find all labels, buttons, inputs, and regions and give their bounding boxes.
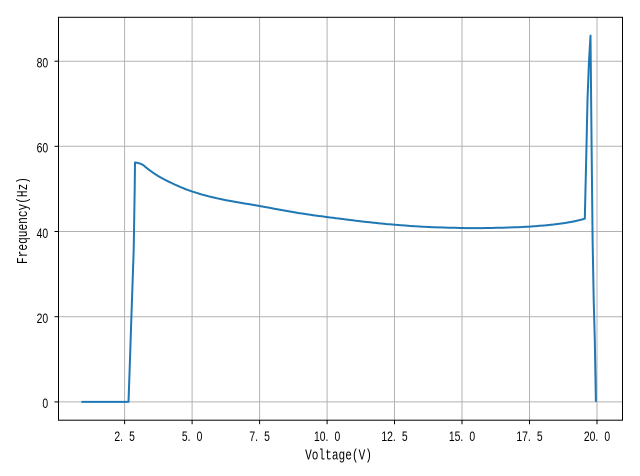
svg-text:5. 0: 5. 0 — [182, 428, 203, 444]
svg-text:0: 0 — [42, 396, 48, 412]
svg-text:2. 5: 2. 5 — [114, 428, 135, 444]
svg-text:17. 5: 17. 5 — [516, 428, 542, 444]
svg-text:40: 40 — [37, 225, 49, 241]
svg-text:60: 60 — [37, 140, 49, 156]
svg-text:Frequency(Hz): Frequency(Hz) — [14, 177, 31, 264]
svg-text:7. 5: 7. 5 — [249, 428, 270, 444]
svg-text:15. 0: 15. 0 — [449, 428, 475, 444]
svg-text:10. 0: 10. 0 — [314, 428, 340, 444]
svg-text:80: 80 — [37, 55, 49, 71]
svg-text:12. 5: 12. 5 — [381, 428, 407, 444]
svg-text:20: 20 — [37, 310, 49, 326]
svg-text:20. 0: 20. 0 — [584, 428, 610, 444]
svg-text:Voltage(V): Voltage(V) — [305, 447, 372, 464]
